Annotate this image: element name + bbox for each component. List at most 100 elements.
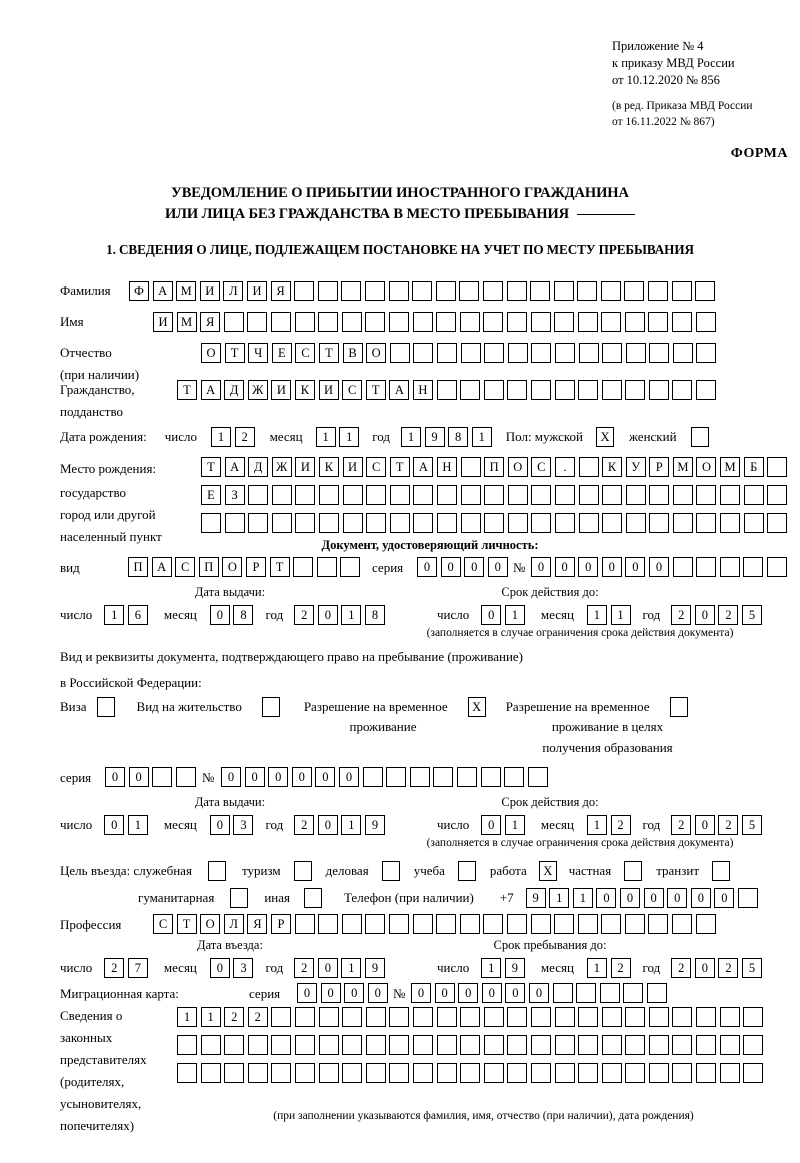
char-cell[interactable]: Ж [271,457,292,477]
char-cell[interactable]: О [507,457,528,477]
char-cell[interactable]: 0 [209,605,230,625]
char-cell[interactable] [224,1035,245,1055]
char-cell[interactable]: 2 [294,958,315,978]
char-cell[interactable]: 0 [128,767,149,787]
char-cell[interactable]: 0 [694,815,715,835]
char-cell[interactable]: 0 [714,888,735,908]
char-cell[interactable] [625,1035,646,1055]
char-cell[interactable] [389,1007,410,1027]
char-cell[interactable] [672,557,693,577]
char-cell[interactable] [200,1035,221,1055]
char-cell[interactable]: 1 [481,958,502,978]
char-cell[interactable]: 5 [742,815,763,835]
char-cell[interactable] [436,914,457,934]
char-cell[interactable]: 0 [367,983,388,1003]
char-cell[interactable]: 1 [200,1007,221,1027]
char-cell[interactable]: 0 [317,958,338,978]
char-cell[interactable] [554,1035,575,1055]
char-cell[interactable]: . [554,457,575,477]
char-cell[interactable] [484,513,505,533]
char-cell[interactable] [601,380,622,400]
char-cell[interactable]: 3 [233,815,254,835]
char-cell[interactable] [413,343,434,363]
char-cell[interactable] [295,513,316,533]
char-cell[interactable] [672,1035,693,1055]
char-cell[interactable]: М [176,281,197,301]
char-cell[interactable] [362,767,383,787]
char-cell[interactable] [365,1035,386,1055]
char-cell[interactable] [484,485,505,505]
sex-male-checkbox[interactable]: X [596,427,614,447]
char-cell[interactable] [578,457,599,477]
char-cell[interactable]: 1 [471,427,492,447]
char-cell[interactable]: 0 [317,605,338,625]
char-cell[interactable]: У [625,457,646,477]
char-cell[interactable] [600,281,621,301]
char-cell[interactable] [318,1007,339,1027]
char-cell[interactable] [459,914,480,934]
char-cell[interactable]: А [152,281,173,301]
char-cell[interactable] [507,1007,528,1027]
char-cell[interactable] [294,1007,315,1027]
char-cell[interactable]: О [366,343,387,363]
char-cell[interactable] [554,380,575,400]
char-cell[interactable]: 0 [481,605,502,625]
char-cell[interactable] [318,312,339,332]
char-cell[interactable]: 2 [718,605,739,625]
char-cell[interactable] [719,1063,740,1083]
char-cell[interactable] [504,767,525,787]
char-cell[interactable]: 0 [694,958,715,978]
char-cell[interactable] [341,281,362,301]
legal-rep-cells-row-3[interactable] [177,1063,764,1083]
char-cell[interactable] [175,767,196,787]
char-cell[interactable]: 0 [596,888,617,908]
char-cell[interactable] [578,1007,599,1027]
char-cell[interactable] [743,1063,764,1083]
char-cell[interactable]: С [531,457,552,477]
char-cell[interactable]: 1 [339,427,360,447]
char-cell[interactable]: Т [224,343,245,363]
char-cell[interactable] [318,1035,339,1055]
char-cell[interactable] [389,343,410,363]
char-cell[interactable] [696,1007,717,1027]
char-cell[interactable] [696,343,717,363]
char-cell[interactable] [743,1007,764,1027]
char-cell[interactable]: Т [389,457,410,477]
char-cell[interactable] [531,343,552,363]
residence-permit-checkbox[interactable] [261,697,280,717]
char-cell[interactable] [507,513,528,533]
char-cell[interactable] [602,513,623,533]
char-cell[interactable] [625,343,646,363]
char-cell[interactable] [388,312,409,332]
char-cell[interactable] [554,485,575,505]
char-cell[interactable]: Я [247,914,268,934]
char-cell[interactable] [553,281,574,301]
char-cell[interactable]: И [271,380,292,400]
char-cell[interactable]: 0 [487,557,508,577]
char-cell[interactable]: И [295,457,316,477]
char-cell[interactable] [601,1063,622,1083]
char-cell[interactable] [506,914,527,934]
char-cell[interactable] [506,312,527,332]
char-cell[interactable]: Е [201,485,221,505]
char-cell[interactable]: Т [201,457,221,477]
char-cell[interactable] [483,1007,504,1027]
char-cell[interactable] [507,343,528,363]
char-cell[interactable]: 2 [247,1007,268,1027]
char-cell[interactable] [648,1007,669,1027]
char-cell[interactable]: С [342,380,363,400]
char-cell[interactable] [436,380,457,400]
char-cell[interactable] [646,983,667,1003]
char-cell[interactable] [483,312,504,332]
char-cell[interactable]: 2 [671,958,692,978]
char-cell[interactable]: 0 [578,557,599,577]
char-cell[interactable]: 9 [424,427,445,447]
char-cell[interactable] [648,281,669,301]
char-cell[interactable]: 0 [411,983,431,1003]
